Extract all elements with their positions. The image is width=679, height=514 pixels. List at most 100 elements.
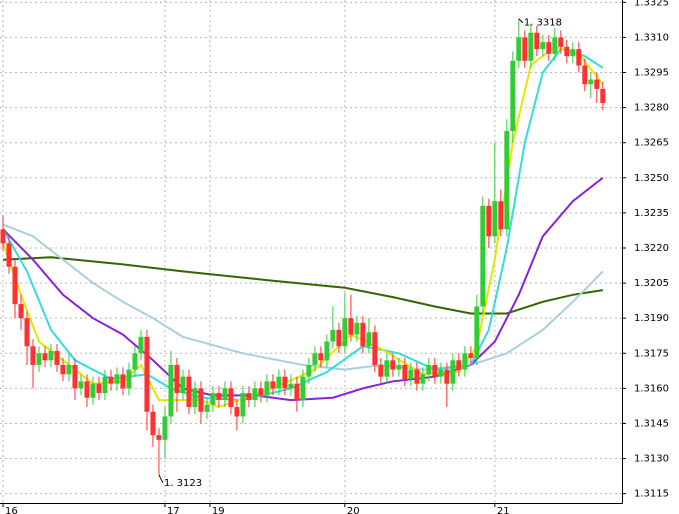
candle-body <box>222 388 228 401</box>
candle-body <box>126 369 132 389</box>
candle-body <box>282 376 288 389</box>
candle-body <box>240 393 246 417</box>
candle-body <box>0 229 6 244</box>
candle-body <box>504 131 510 230</box>
y-tick-label: 1.3205 <box>634 278 669 289</box>
y-tick-label: 1.3130 <box>634 454 669 465</box>
y-tick-label: 1.3250 <box>634 173 669 184</box>
candle-body <box>216 393 222 401</box>
candle-body <box>354 322 360 335</box>
candle-body <box>324 341 330 361</box>
y-tick-label: 1.3190 <box>634 313 669 324</box>
candle-body <box>246 393 252 401</box>
candle-body <box>426 364 432 375</box>
candle-body <box>582 65 588 85</box>
candle-body <box>72 364 78 389</box>
candle-body <box>210 393 216 405</box>
candle-body <box>396 364 402 370</box>
candle-body <box>54 350 60 365</box>
candle-body <box>480 205 486 307</box>
candle-body <box>318 353 324 361</box>
y-tick-label: 1.3175 <box>634 348 669 359</box>
candle-body <box>330 329 336 342</box>
candle-body <box>186 376 192 408</box>
candle-body <box>420 374 426 384</box>
candle-body <box>258 388 264 396</box>
candle-body <box>540 42 546 50</box>
candle-body <box>138 336 144 354</box>
candle-body <box>360 322 366 347</box>
candle-body <box>444 369 450 384</box>
candle-body <box>66 364 72 375</box>
candle-body <box>402 364 408 380</box>
candle-body <box>564 46 570 57</box>
x-tick-label: 20 <box>347 506 360 514</box>
candle-body <box>48 350 54 361</box>
candle-body <box>90 383 96 398</box>
candle-body <box>468 353 474 358</box>
candle-body <box>30 346 36 365</box>
candle-body <box>474 306 480 358</box>
candle-body <box>36 353 42 365</box>
candle-body <box>288 383 294 389</box>
candle-body <box>336 329 342 347</box>
candle-body <box>414 369 420 384</box>
candle-body <box>528 32 534 61</box>
y-tick-label: 1.3280 <box>634 103 669 114</box>
candle-body <box>84 381 90 398</box>
x-tick-label: 16 <box>5 506 18 514</box>
candle-body <box>228 388 234 408</box>
candle-body <box>516 37 522 61</box>
y-tick-label: 1.3220 <box>634 243 669 254</box>
y-tick-label: 1.3265 <box>634 138 669 149</box>
candle-body <box>60 364 66 375</box>
candle-body <box>96 383 102 394</box>
candle-body <box>12 266 18 305</box>
candle-body <box>168 364 174 417</box>
candle-body <box>132 353 138 370</box>
candle-body <box>546 42 552 54</box>
candle-body <box>312 353 318 365</box>
candle-body <box>18 304 24 319</box>
candle-body <box>198 388 204 412</box>
x-tick-label: 19 <box>212 506 225 514</box>
y-tick-label: 1.3325 <box>634 0 669 8</box>
candle-body <box>492 201 498 237</box>
candle-body <box>156 435 162 440</box>
candle-body <box>144 336 150 412</box>
candle-body <box>588 79 594 85</box>
annotation-pointer <box>518 18 524 24</box>
candle-body <box>570 49 576 57</box>
candle-body <box>78 381 84 389</box>
candle-body <box>234 407 240 417</box>
candle-body <box>594 79 600 89</box>
candle-body <box>108 376 114 384</box>
candle-body <box>270 381 276 389</box>
candle-body <box>174 364 180 394</box>
y-tick-label: 1.3145 <box>634 418 669 429</box>
candle-body <box>450 360 456 384</box>
candle-body <box>120 374 126 389</box>
candle-body <box>378 364 384 377</box>
y-tick-label: 1.3310 <box>634 32 669 43</box>
y-tick-label: 1.3295 <box>634 68 669 79</box>
candle-body <box>204 404 210 412</box>
candle-body <box>432 364 438 377</box>
moving-average <box>2 45 604 409</box>
moving-average <box>2 256 603 315</box>
candle-body <box>102 376 108 394</box>
candle-body <box>366 332 372 347</box>
y-tick-label: 1.3160 <box>634 383 669 394</box>
candle-body <box>294 383 300 401</box>
moving-average <box>2 177 604 402</box>
candle-body <box>558 37 564 47</box>
candle-body <box>462 353 468 370</box>
candle-body <box>456 360 462 370</box>
candle-body <box>498 201 504 230</box>
y-tick-label: 1.3235 <box>634 208 669 219</box>
candle-body <box>348 318 354 335</box>
x-tick-label: 17 <box>167 506 180 514</box>
moving-average <box>2 47 604 402</box>
